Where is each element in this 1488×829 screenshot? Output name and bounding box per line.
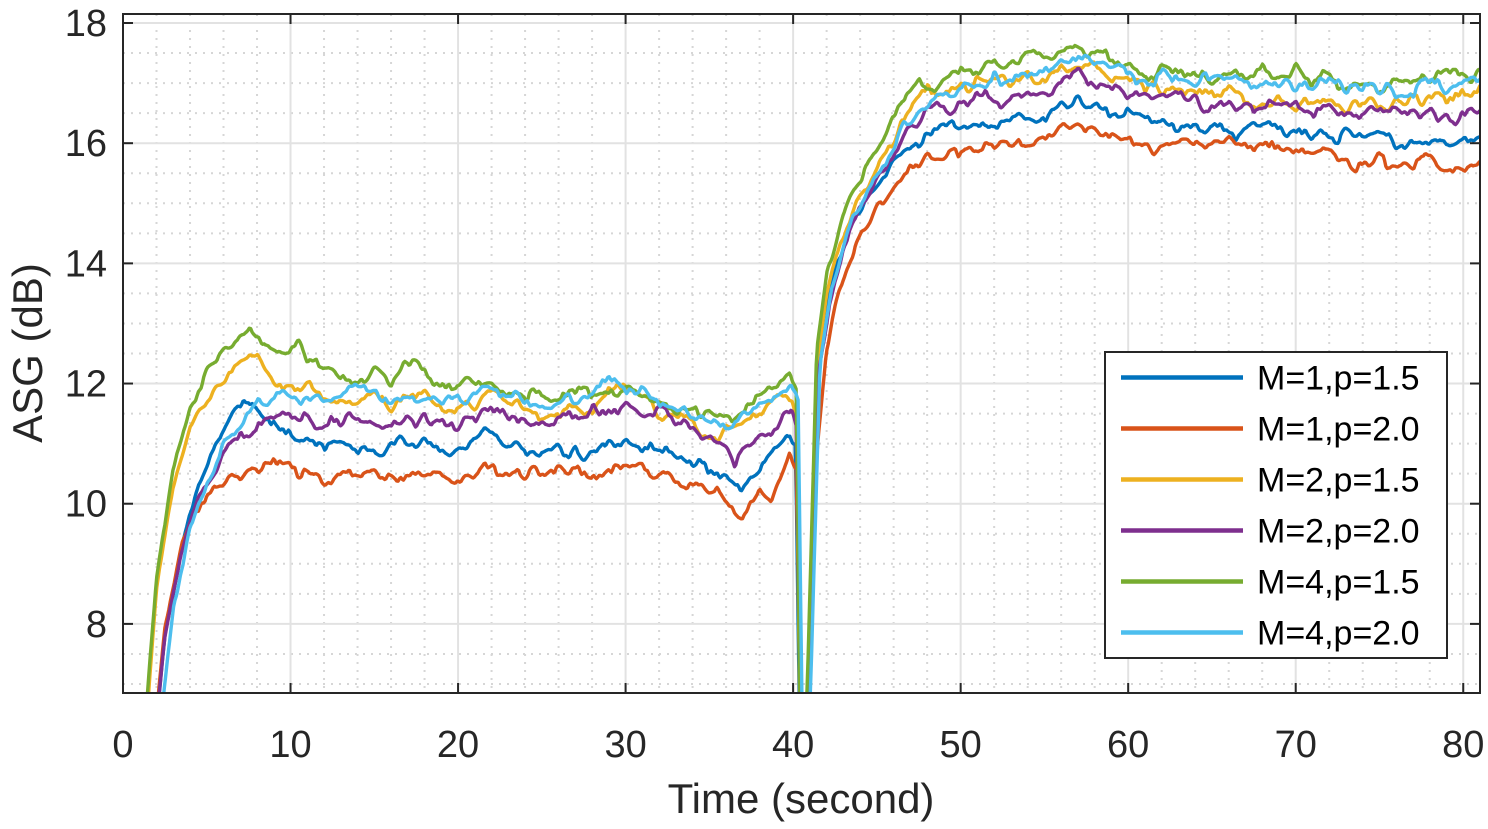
series-line-M=4,p=1.5 xyxy=(145,43,1480,693)
x-axis-label: Time (second) xyxy=(668,775,935,822)
series-line-M=4,p=2.0 xyxy=(162,53,1480,693)
x-tick-labels: 0 10 20 30 40 50 60 70 80 xyxy=(112,724,1484,766)
legend: M=1,p=1.5 M=1,p=2.0 M=2,p=1.5 M=2,p=2.0 M=4,… xyxy=(1104,351,1448,659)
minor-gridlines xyxy=(123,14,1480,693)
legend-label: M=1,p=1.5 xyxy=(1257,360,1420,398)
legend-label: M=1,p=2.0 xyxy=(1257,411,1420,449)
x-tick-label: 0 xyxy=(112,724,133,766)
y-tick-label: 14 xyxy=(65,243,107,285)
legend-box xyxy=(1104,351,1448,659)
y-tick-label: 18 xyxy=(65,3,107,45)
y-axis-label: ASG (dB) xyxy=(4,263,51,443)
y-tick-labels: 8 10 12 14 16 18 xyxy=(65,3,107,646)
y-tick-label: 10 xyxy=(65,484,107,526)
y-tick-label: 8 xyxy=(86,604,107,646)
x-tick-label: 60 xyxy=(1107,724,1149,766)
axis-ticks xyxy=(122,14,1480,693)
plot-frame xyxy=(122,13,1481,694)
x-tick-label: 20 xyxy=(437,724,479,766)
x-tick-label: 10 xyxy=(269,724,311,766)
legend-label: M=2,p=1.5 xyxy=(1257,462,1420,500)
y-tick-label: 12 xyxy=(65,364,107,406)
legend-label: M=4,p=1.5 xyxy=(1257,564,1420,602)
x-tick-label: 80 xyxy=(1442,724,1484,766)
x-tick-label: 50 xyxy=(940,724,982,766)
x-tick-label: 40 xyxy=(772,724,814,766)
y-tick-label: 16 xyxy=(65,123,107,165)
legend-label: M=4,p=2.0 xyxy=(1257,615,1420,653)
x-tick-label: 70 xyxy=(1275,724,1317,766)
data-series xyxy=(145,43,1480,693)
x-tick-label: 30 xyxy=(604,724,646,766)
legend-label: M=2,p=2.0 xyxy=(1257,513,1420,551)
